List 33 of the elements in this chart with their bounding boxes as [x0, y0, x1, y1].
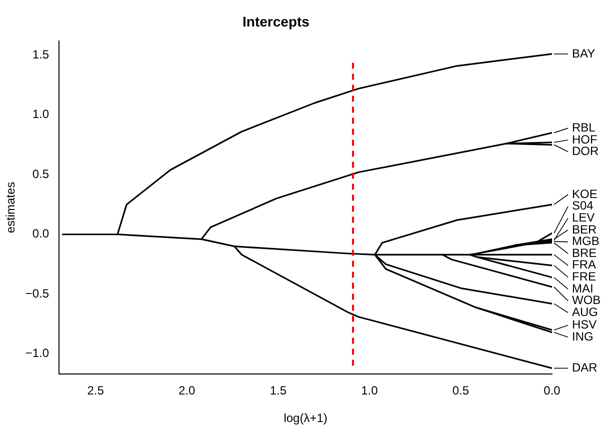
legend-label: KOE [572, 186, 598, 201]
x-tick-label: 2.5 [87, 384, 104, 398]
y-tick-label: −0.5 [25, 286, 50, 300]
x-tick-label: 0.5 [452, 384, 470, 398]
text: S04 [572, 198, 594, 213]
x-tick-label: 1.0 [361, 384, 378, 398]
x-tick-label: 1.5 [270, 384, 287, 398]
legend-label: FRA [572, 258, 596, 272]
legend-label: BER [572, 222, 598, 236]
legend-label: MGB [572, 234, 600, 248]
legend-label: MAI [572, 281, 594, 296]
legend-label: BRE [572, 246, 597, 260]
legend-label: RBL [572, 120, 596, 134]
legend-label: HOF [572, 132, 598, 146]
y-tick-label: 0.5 [32, 166, 50, 181]
legend-label: DAR [572, 360, 598, 375]
y-tick-label: 1.5 [32, 47, 50, 62]
legend-label: WOB [572, 293, 601, 308]
y-tick-label: 0.0 [32, 226, 50, 241]
y-tick-label: −1.0 [25, 346, 50, 360]
x-axis-title: log(λ+1) [284, 411, 328, 426]
series-label: AUG [572, 304, 598, 319]
legend-label: FRE [572, 270, 596, 284]
legend-label: BAY [572, 46, 596, 60]
legend-label: DOR [572, 144, 599, 158]
x-tick-label: 2.0 [178, 384, 196, 398]
text: LEV [572, 210, 595, 225]
x-tick-label: 0.0 [544, 384, 561, 398]
legend-label: ING [572, 329, 594, 344]
legend-label: HSV [572, 318, 597, 332]
y-tick-label: 1.0 [32, 107, 50, 122]
y-axis-title: estimates [4, 182, 18, 234]
chart-title: Intercepts [242, 13, 310, 30]
